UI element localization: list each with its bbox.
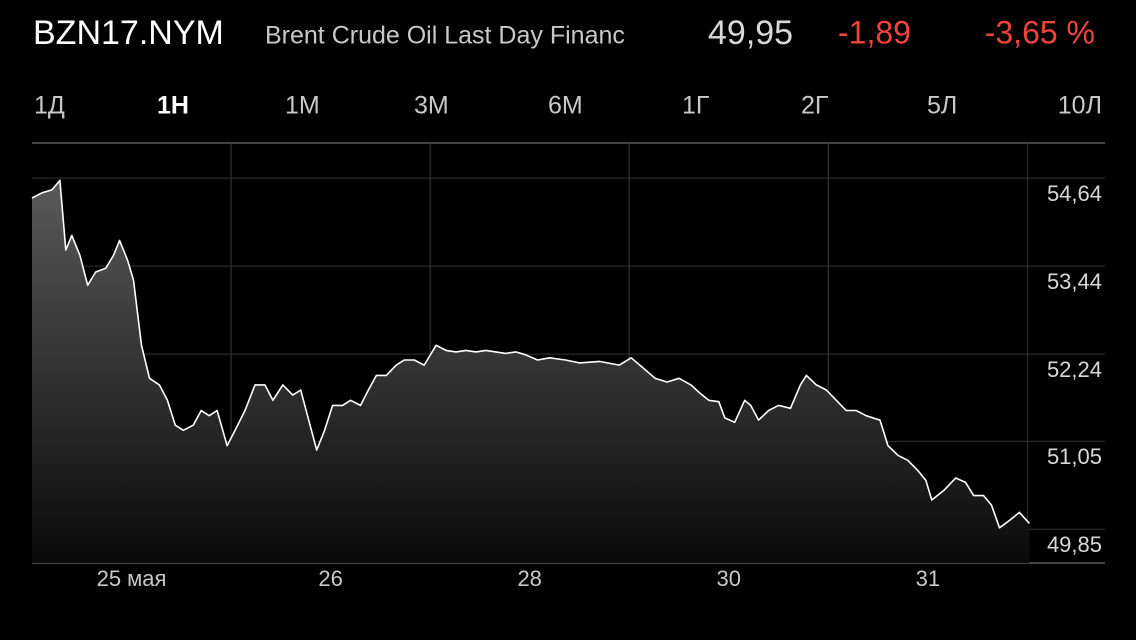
instrument-name: Brent Crude Oil Last Day Financ <box>265 22 625 50</box>
y-tick-label: 49,85 <box>1047 532 1102 557</box>
price: 49,95 <box>708 14 793 52</box>
range-button[interactable]: 6М <box>548 92 583 120</box>
range-button[interactable]: 1Н <box>157 92 189 120</box>
change: -1,89 <box>838 14 911 50</box>
x-tick-label: 30 <box>717 566 741 591</box>
range-button[interactable]: 3М <box>414 92 449 120</box>
area-fill <box>32 180 1030 563</box>
x-tick-label: 28 <box>517 566 541 591</box>
plot: 25 мая 26 28 30 31 54,64 53,44 52,24 51,05 49,85 <box>31 143 1105 591</box>
range-button[interactable]: 5Л <box>927 92 957 120</box>
change-percent: -3,65 % <box>985 14 1095 50</box>
range-button[interactable]: 2Г <box>801 92 829 120</box>
symbol: BZN17.NYM <box>33 14 224 52</box>
range-button[interactable]: 10Л <box>1058 92 1102 120</box>
x-tick-label: 26 <box>318 566 342 591</box>
y-tick-label: 52,24 <box>1047 357 1102 382</box>
x-tick-label: 25 мая <box>97 566 167 591</box>
y-tick-label: 54,64 <box>1047 181 1102 206</box>
range-button[interactable]: 1М <box>285 92 320 120</box>
x-tick-label: 31 <box>916 566 940 591</box>
price-line <box>31 179 1030 529</box>
range-button[interactable]: 1Г <box>682 92 710 120</box>
y-tick-label: 51,05 <box>1047 444 1102 469</box>
range-selector: 1Д 1Н 1М 3М 6М 1Г 2Г 5Л 10Л <box>34 92 1102 120</box>
y-tick-label: 53,44 <box>1047 269 1102 294</box>
range-button[interactable]: 1Д <box>34 92 65 120</box>
